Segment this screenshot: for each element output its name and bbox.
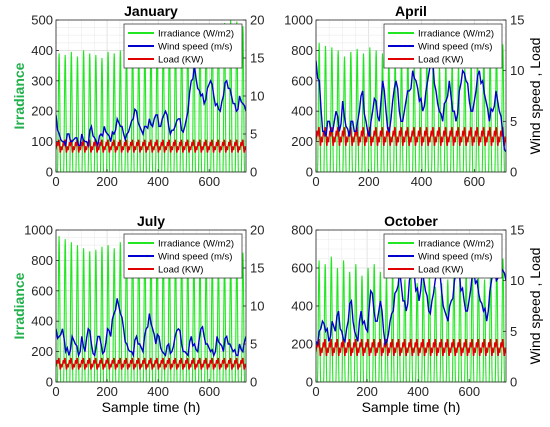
series-group: [316, 42, 506, 172]
y-tick-label: 600: [31, 283, 53, 298]
y-tick-label: 600: [291, 261, 313, 276]
y-tick-label: 0: [306, 375, 313, 390]
y-axis-label: Irradiance: [11, 62, 27, 129]
y-tick-label: 100: [31, 134, 53, 149]
y-tick-label: 400: [291, 299, 313, 314]
legend-entry: Irradiance (W/m2): [158, 29, 234, 40]
y2-tick-label: 0: [510, 165, 517, 180]
wind-speed-line: [316, 59, 506, 153]
y2-tick-label: 10: [250, 89, 264, 104]
panel-october: 0 200 400 600 0 200 400 600 800 0 5 10 15 October Wind…: [291, 213, 543, 415]
y2-tick-label: 15: [250, 51, 264, 66]
legend-entry: Wind speed (m/s): [158, 252, 232, 263]
y2-tick-label: 10: [250, 299, 264, 314]
legend-entry: Wind speed (m/s): [158, 42, 232, 53]
legend: Irradiance (W/m2) Wind speed (m/s) Load (K…: [123, 233, 243, 279]
y2-axis-label: Wind speed , Load: [527, 38, 543, 155]
y2-tick-label: 0: [250, 375, 257, 390]
legend: Irradiance (W/m2) Wind speed (m/s) Load (K…: [383, 23, 503, 69]
x-tick-label: 400: [147, 174, 169, 189]
y-tick-label: 0: [46, 375, 53, 390]
y-tick-label: 800: [291, 43, 313, 58]
y2-tick-label: 15: [510, 223, 524, 238]
y-tick-label: 600: [291, 73, 313, 88]
y2-tick-label: 20: [250, 223, 264, 238]
y2-tick-label: 5: [510, 114, 517, 129]
legend: Irradiance (W/m2) Wind speed (m/s) Load (K…: [123, 23, 243, 69]
y-tick-label: 1000: [24, 223, 53, 238]
x-tick-label: 200: [96, 384, 118, 399]
panel-title: July: [137, 213, 165, 229]
x-tick-label: 0: [52, 384, 59, 399]
legend-entry: Load (KW): [158, 265, 203, 276]
y-tick-label: 800: [291, 223, 313, 238]
panel-title: January: [124, 3, 178, 19]
y-tick-label: 200: [31, 104, 53, 119]
y-tick-label: 400: [31, 43, 53, 58]
legend-entry: Load (KW): [158, 55, 203, 66]
x-tick-label: 0: [312, 384, 319, 399]
y-tick-label: 400: [31, 314, 53, 329]
legend-entry: Irradiance (W/m2): [418, 239, 494, 250]
x-tick-label: 400: [147, 384, 169, 399]
x-tick-label: 600: [463, 174, 485, 189]
legend: Irradiance (W/m2) Wind speed (m/s) Load (K…: [383, 233, 503, 279]
x-tick-label: 0: [52, 174, 59, 189]
panel-july: 0 200 400 600 0 200 400 600 800 1000 0 5 10 15 20 July I…: [11, 213, 264, 415]
x-axis-label: Sample time (h): [102, 399, 201, 415]
axes-frame: [315, 19, 507, 173]
legend-entry: Wind speed (m/s): [418, 42, 492, 53]
y-tick-label: 400: [291, 104, 313, 119]
panel-title: October: [384, 213, 438, 229]
y-axis-label: Irradiance: [11, 272, 27, 339]
legend-entry: Wind speed (m/s): [418, 252, 492, 263]
legend-entry: Irradiance (W/m2): [158, 239, 234, 250]
x-tick-label: 200: [358, 174, 380, 189]
y-tick-label: 0: [46, 165, 53, 180]
y2-tick-label: 5: [250, 127, 257, 142]
y-tick-label: 300: [31, 73, 53, 88]
y-tick-label: 1000: [284, 13, 313, 28]
y2-axis-label: Wind speed , Load: [527, 248, 543, 365]
y2-tick-label: 5: [510, 324, 517, 339]
y2-tick-label: 5: [250, 337, 257, 352]
legend-entry: Load (KW): [418, 265, 463, 276]
x-tick-label: 600: [198, 384, 220, 399]
y2-tick-label: 20: [250, 13, 264, 28]
x-tick-label: 0: [312, 174, 319, 189]
y2-tick-label: 10: [510, 63, 524, 78]
y2-tick-label: 15: [510, 13, 524, 28]
load-line: [316, 339, 506, 357]
load-line: [316, 127, 506, 146]
y-tick-label: 800: [31, 253, 53, 268]
y-tick-label: 500: [31, 13, 53, 28]
y-tick-label: 200: [291, 134, 313, 149]
load-line: [56, 357, 246, 370]
y-tick-label: 200: [291, 337, 313, 352]
y2-tick-label: 0: [510, 375, 517, 390]
panel-january: 0 200 400 600 0 100 200 300 400 500 0 5 10 15 20 Januar…: [11, 3, 264, 189]
x-tick-label: 600: [458, 384, 480, 399]
y2-tick-label: 0: [250, 165, 257, 180]
legend-entry: Irradiance (W/m2): [418, 29, 494, 40]
x-tick-label: 200: [356, 384, 378, 399]
x-tick-label: 400: [407, 384, 429, 399]
wind-speed-line: [56, 298, 246, 359]
x-tick-label: 600: [198, 174, 220, 189]
x-tick-label: 200: [96, 174, 118, 189]
panel-april: 0 200 400 600 0 200 400 600 800 1000 0 5 10 15 April Wi…: [284, 3, 543, 189]
y2-tick-label: 10: [510, 273, 524, 288]
x-tick-label: 400: [411, 174, 433, 189]
y-tick-label: 200: [31, 344, 53, 359]
x-axis-label: Sample time (h): [362, 399, 461, 415]
legend-entry: Load (KW): [418, 55, 463, 66]
y2-tick-label: 15: [250, 261, 264, 276]
wind-speed-line: [56, 65, 246, 149]
panel-title: April: [395, 3, 427, 19]
y-tick-label: 0: [306, 165, 313, 180]
